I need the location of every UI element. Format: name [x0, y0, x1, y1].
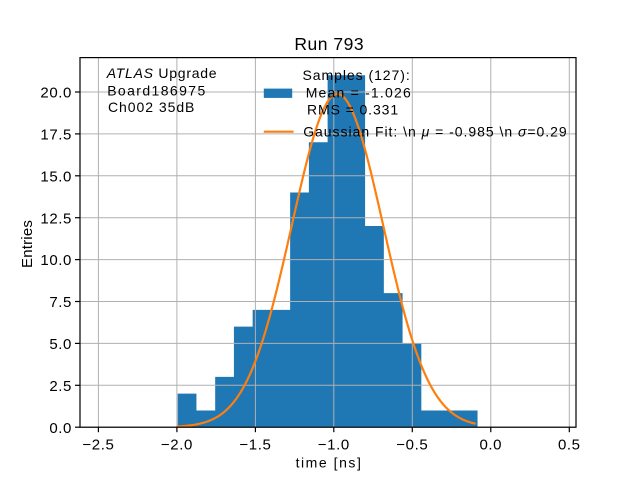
svg-text:10.0: 10.0 — [40, 252, 72, 269]
svg-text:−0.5: −0.5 — [396, 437, 428, 454]
svg-text:time [ns]: time [ns] — [296, 455, 363, 471]
svg-text:12.5: 12.5 — [40, 210, 72, 227]
svg-text:Run 793: Run 793 — [294, 34, 364, 54]
svg-text:ATLAS Upgrade: ATLAS Upgrade — [106, 65, 218, 81]
svg-text:0.0: 0.0 — [479, 437, 502, 454]
svg-text:Board186975: Board186975 — [107, 83, 206, 99]
svg-text:0.5: 0.5 — [558, 437, 581, 454]
svg-text:17.5: 17.5 — [40, 127, 72, 144]
svg-text:Ch002 35dB: Ch002 35dB — [108, 99, 195, 115]
svg-text:−1.0: −1.0 — [318, 437, 350, 454]
svg-text:2.5: 2.5 — [49, 378, 72, 395]
svg-text:Samples (127):: Samples (127): — [303, 67, 411, 83]
svg-text:Mean = -1.026: Mean = -1.026 — [306, 84, 412, 100]
svg-text:20.0: 20.0 — [40, 85, 72, 102]
svg-text:−2.0: −2.0 — [161, 437, 193, 454]
svg-text:5.0: 5.0 — [49, 336, 72, 353]
svg-text:0.0: 0.0 — [49, 420, 72, 437]
svg-text:Entries: Entries — [19, 220, 36, 268]
svg-text:−2.5: −2.5 — [82, 437, 114, 454]
svg-text:−1.5: −1.5 — [239, 437, 271, 454]
svg-text:15.0: 15.0 — [40, 168, 72, 185]
svg-text:Gaussian Fit: \n μ = -0.985 \n: Gaussian Fit: \n μ = -0.985 \n σ=0.29 — [303, 123, 567, 139]
svg-text:RMS = 0.331: RMS = 0.331 — [307, 102, 399, 118]
svg-text:7.5: 7.5 — [49, 294, 72, 311]
